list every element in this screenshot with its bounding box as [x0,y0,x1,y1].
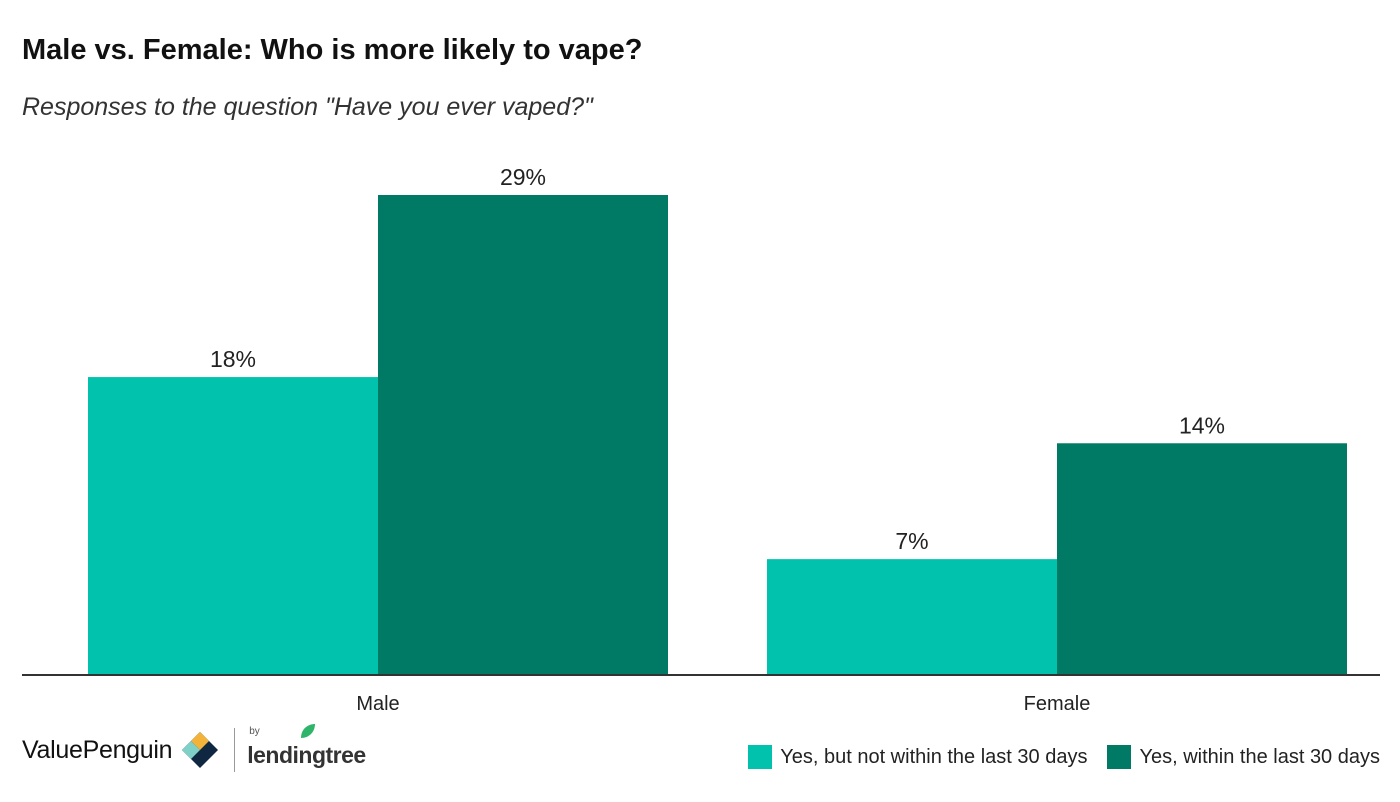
legend: Yes, but not within the last 30 days Yes… [728,745,1380,769]
data-label-female-series-2: 14% [1179,412,1225,438]
data-label-female-series-1: 7% [895,528,928,554]
lendingtree-by-label: by [249,725,260,737]
bar-female-series-1 [767,559,1057,675]
lendingtree-logo: by lendingtree [247,723,366,769]
data-label-male-series-1: 18% [210,346,256,372]
category-label-male: Male [356,693,399,715]
category-label-female: Female [1024,693,1091,715]
chart-subtitle: Responses to the question "Have you ever… [22,93,593,121]
bar-male-series-1 [88,377,378,675]
lendingtree-wordmark: lendingtree [247,741,366,768]
chart-title: Male vs. Female: Who is more likely to v… [22,34,643,66]
data-label-male-series-2: 29% [500,164,546,190]
leaf-icon [301,723,316,738]
legend-swatch-series-1 [748,745,773,769]
valuepenguin-lendingtree-logo: ValuePenguin by lendingtree [22,723,366,772]
logo-divider [234,728,236,772]
legend-item-series-2: Yes, within the last 30 days [1107,745,1380,769]
legend-label-series-2: Yes, within the last 30 days [1139,745,1380,768]
valuepenguin-wordmark: ValuePenguin [22,735,173,764]
valuepenguin-icon [182,732,219,768]
legend-swatch-series-2 [1107,745,1132,769]
legend-item-series-1: Yes, but not within the last 30 days [748,745,1087,769]
legend-label-series-1: Yes, but not within the last 30 days [780,745,1088,768]
bar-male-series-2 [378,195,668,675]
bar-female-series-2 [1057,443,1347,675]
